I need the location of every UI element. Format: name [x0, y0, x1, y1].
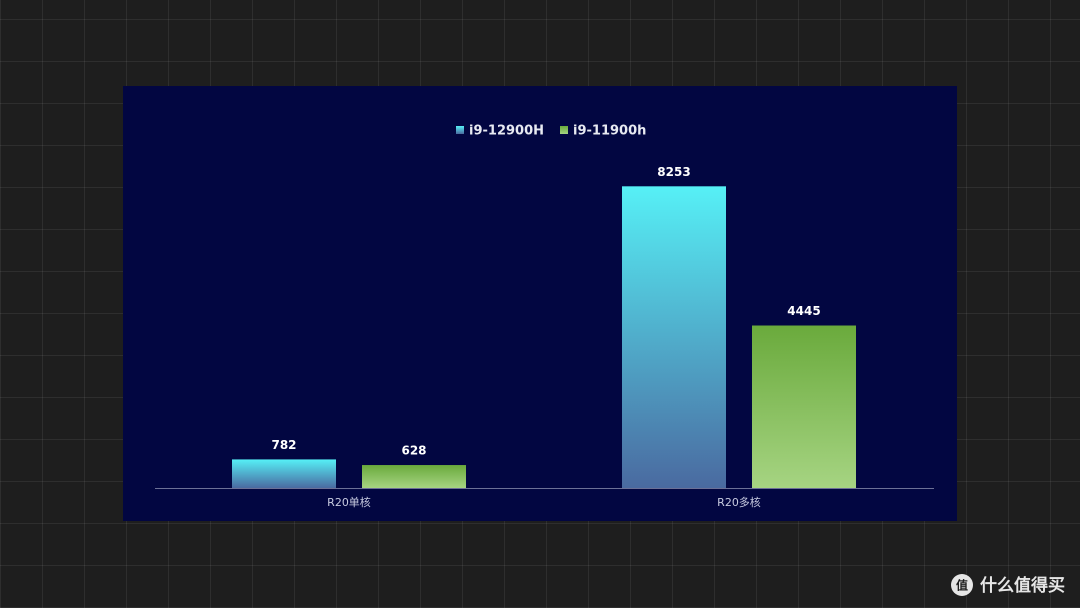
bar: [622, 186, 726, 488]
bar: [752, 325, 856, 488]
legend-label: i9-12900H: [469, 124, 544, 139]
value-label: 628: [401, 444, 426, 458]
bar: [232, 459, 336, 488]
bar: [362, 465, 466, 488]
x-tick-label: R20多核: [717, 495, 761, 509]
legend-swatch: [456, 126, 464, 134]
legend-label: i9-11900h: [573, 124, 646, 139]
watermark-icon-glyph: 值: [956, 578, 968, 593]
value-label: 8253: [657, 165, 690, 179]
x-tick-label: R20单核: [327, 495, 371, 509]
legend-swatch: [560, 126, 568, 134]
value-label: 782: [271, 438, 296, 452]
watermark-icon: [951, 574, 973, 596]
value-label: 4445: [787, 304, 820, 318]
watermark: 什么值得买: [980, 575, 1065, 596]
